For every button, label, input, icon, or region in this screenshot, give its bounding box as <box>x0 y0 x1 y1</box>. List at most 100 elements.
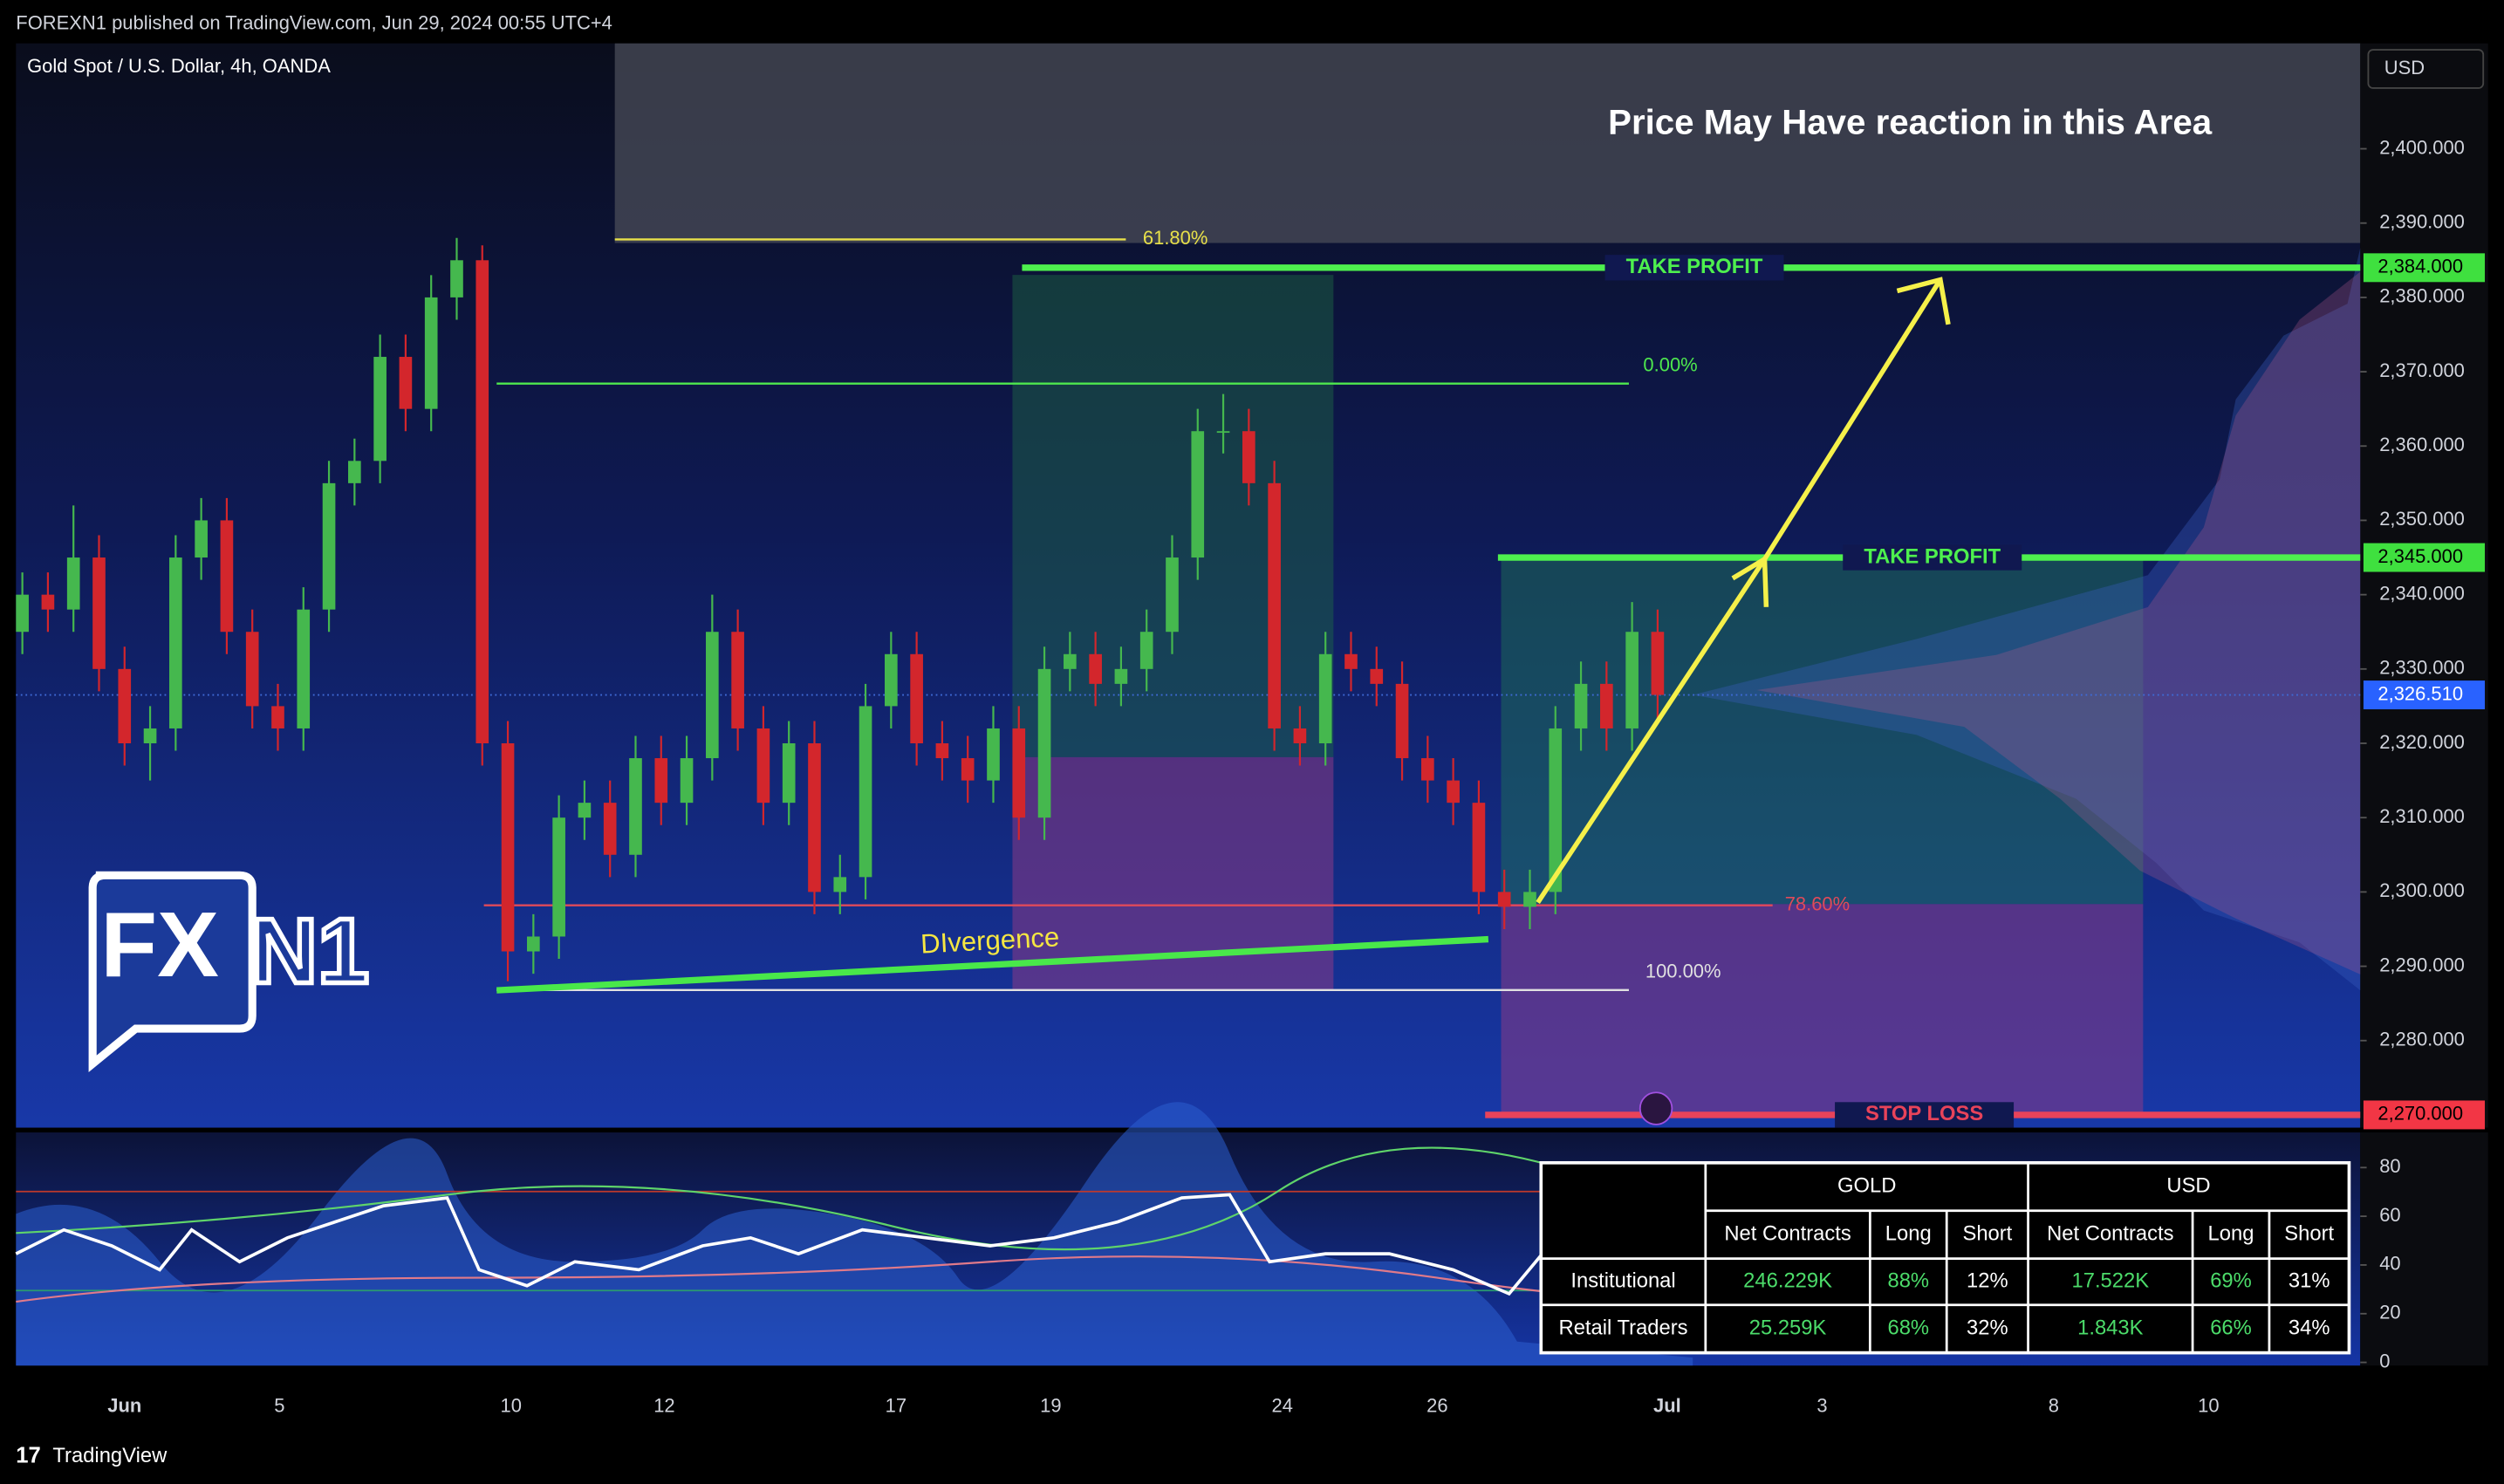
level-name: TAKE PROFIT <box>1626 255 1763 278</box>
table-column: Long <box>2208 1221 2254 1245</box>
level-name: TAKE PROFIT <box>1864 544 2001 568</box>
table-group: GOLD <box>1837 1174 1896 1198</box>
annotation: Price May Have reaction in this Area <box>1608 103 2213 142</box>
table-cell: 69% <box>2210 1269 2252 1292</box>
symbol: Gold Spot / U.S. Dollar, 4h, OANDA <box>27 55 331 77</box>
price-box <box>2363 253 2486 283</box>
indicator-axis <box>2360 1132 2488 1366</box>
level-label-bg <box>1843 544 2022 571</box>
loss-zone <box>1501 904 2144 1115</box>
date-label: 10 <box>501 1395 522 1417</box>
divergence-line <box>496 935 1489 994</box>
table-cell: 1.843K <box>2077 1316 2144 1339</box>
candle-body <box>245 632 259 707</box>
candle-body <box>1344 653 1358 669</box>
candle-body <box>756 728 770 804</box>
candle-body <box>1370 668 1384 684</box>
candle-body <box>527 936 540 952</box>
table-cell: 12% <box>1967 1269 2008 1292</box>
price-label: 2,400.000 <box>2379 136 2465 158</box>
table-column: Short <box>2284 1221 2334 1245</box>
table-cell: 32% <box>1967 1316 2008 1339</box>
table-row-label: Institutional <box>1570 1269 1675 1292</box>
date-label: 24 <box>1272 1395 1293 1417</box>
table-cell: 17.522K <box>2072 1269 2150 1292</box>
candle-body <box>706 632 719 759</box>
profit-zone <box>1501 558 2144 905</box>
candle-body <box>859 706 872 878</box>
currency-button[interactable] <box>2367 49 2485 89</box>
price-label: 2,350.000 <box>2379 508 2465 530</box>
fib-label: 61.80% <box>1143 227 1208 249</box>
candle-body <box>654 758 668 804</box>
footer <box>0 1429 2504 1484</box>
profit-zone <box>1012 275 1334 757</box>
signal-line <box>16 1146 1662 1251</box>
candle-body <box>1037 668 1051 818</box>
candle-body <box>1574 683 1588 728</box>
candle-body <box>603 803 617 855</box>
table-group: USD <box>2166 1174 2210 1198</box>
candle-body <box>1139 632 1153 669</box>
candle-body <box>1472 803 1486 892</box>
date-label: 5 <box>274 1395 284 1417</box>
logo-text: FX <box>100 893 219 996</box>
candle-body <box>1523 892 1536 907</box>
price-box-label: 2,345.000 <box>2377 545 2463 567</box>
level-label-bg <box>1604 255 1784 281</box>
candle-body <box>680 758 694 804</box>
price-box-label: 2,270.000 <box>2377 1103 2463 1125</box>
publisher: FOREXN1 published on TradingView.com, Ju… <box>16 12 612 34</box>
divergence-label: DIvergence <box>920 921 1060 959</box>
candle-body <box>1651 632 1665 695</box>
logo-bubble <box>88 871 257 1072</box>
table-column: Long <box>1885 1221 1932 1245</box>
price-label: 2,370.000 <box>2379 359 2465 381</box>
table-cell: 31% <box>2288 1269 2330 1292</box>
candle-body <box>1114 668 1128 684</box>
candle-body <box>399 357 413 409</box>
candle-body <box>424 297 438 409</box>
table-row-label: Retail Traders <box>1559 1316 1688 1339</box>
candle-body <box>629 758 642 855</box>
candle-body <box>1166 557 1179 633</box>
date-label: 17 <box>886 1395 907 1417</box>
candle-body <box>1447 780 1460 804</box>
currency[interactable]: USD <box>2384 57 2425 79</box>
indicator-label: 0 <box>2379 1350 2390 1371</box>
table-cell: 34% <box>2288 1316 2330 1339</box>
volume-profile <box>1756 271 2361 975</box>
candle-body <box>220 520 234 633</box>
table-column: Net Contracts <box>2047 1221 2173 1245</box>
volume-profile <box>1693 248 2361 991</box>
candle-body <box>1191 431 1205 558</box>
price-label: 2,340.000 <box>2379 582 2465 604</box>
date-label: 19 <box>1040 1395 1061 1417</box>
candle-body <box>450 260 463 297</box>
table-cell: 68% <box>1887 1316 1929 1339</box>
price-label: 2,330.000 <box>2379 657 2465 679</box>
table-cell: 88% <box>1887 1269 1929 1292</box>
candle-body <box>1293 728 1307 744</box>
event-icon[interactable] <box>1639 1091 1673 1125</box>
candle-body <box>271 706 284 728</box>
candle-body <box>195 520 208 558</box>
price-label: 2,360.000 <box>2379 434 2465 455</box>
price-label: 2,320.000 <box>2379 731 2465 753</box>
indicator-label: 80 <box>2379 1155 2400 1177</box>
price-box <box>2363 543 2486 572</box>
candle-body <box>322 482 336 610</box>
candle-body <box>808 743 821 892</box>
price-label: 2,390.000 <box>2379 211 2465 233</box>
price-box-label: 2,326.510 <box>2377 682 2463 704</box>
price-label: 2,310.000 <box>2379 805 2465 827</box>
level-name: STOP LOSS <box>1865 1102 1983 1125</box>
candle-body <box>143 728 157 744</box>
candle-body <box>935 743 949 759</box>
candle-body <box>1216 431 1230 434</box>
candle-body <box>66 557 80 610</box>
table-cell: 25.259K <box>1749 1316 1827 1339</box>
candle-body <box>961 758 975 781</box>
candle-body <box>297 609 311 728</box>
